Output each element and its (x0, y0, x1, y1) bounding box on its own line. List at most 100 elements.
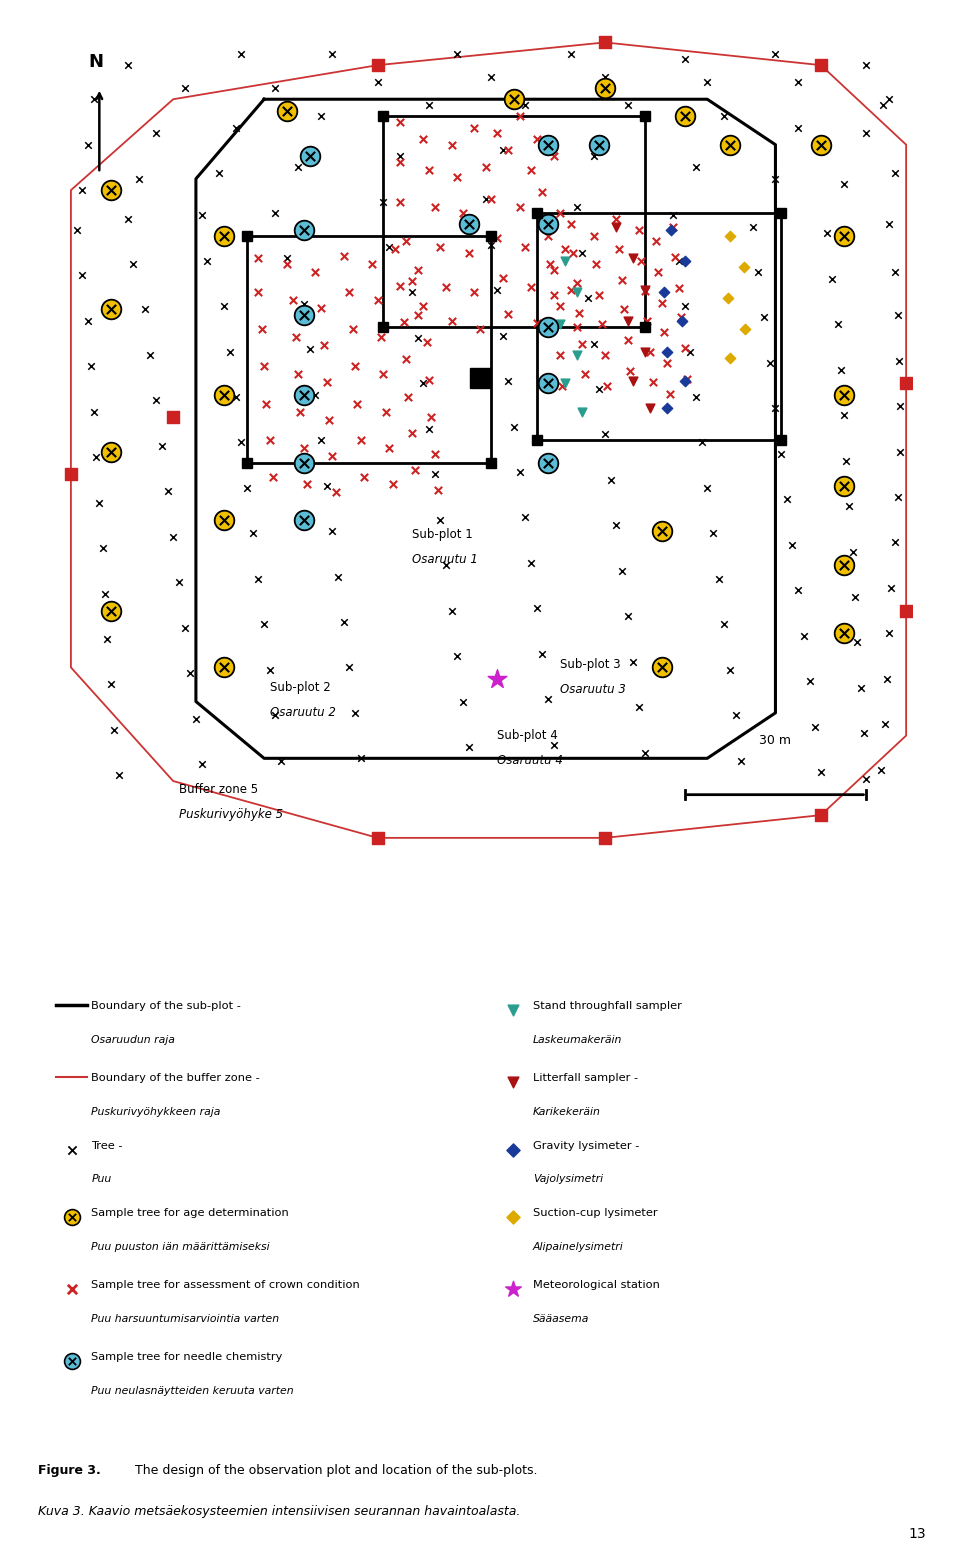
Point (665, 203, 681, 228)
Text: Kuva 3. Kaavio metsäekosysteemien intensiivisen seurannan havaintoalasta.: Kuva 3. Kaavio metsäekosysteemien intens… (38, 1505, 520, 1517)
Point (336, 244, 351, 269)
Point (830, 312, 846, 337)
Point (768, 396, 783, 421)
Point (86, 399, 102, 424)
Point (768, 42, 783, 67)
Point (217, 224, 232, 248)
Point (876, 711, 892, 736)
Point (398, 228, 414, 253)
Text: Osaruutu 4: Osaruutu 4 (497, 753, 563, 767)
Point (501, 138, 516, 163)
Point (410, 303, 425, 328)
Point (423, 405, 439, 430)
Point (720, 286, 735, 311)
Point (620, 309, 636, 334)
Point (398, 346, 414, 371)
Point (609, 207, 624, 231)
Point (600, 373, 615, 398)
Point (490, 225, 505, 250)
Point (825, 267, 840, 292)
Point (842, 494, 857, 519)
Point (577, 362, 592, 387)
Bar (247, 236, 492, 463)
Point (258, 391, 274, 416)
Point (507, 87, 522, 112)
Point (677, 47, 692, 71)
Point (876, 93, 891, 118)
Point (103, 672, 118, 697)
Point (381, 235, 396, 259)
Point (336, 609, 351, 634)
Point (883, 576, 899, 601)
Point (850, 631, 865, 655)
Text: Puskurivyöhyke 5: Puskurivyöhyke 5 (179, 808, 283, 822)
Point (416, 371, 431, 396)
Point (540, 450, 556, 475)
Point (881, 211, 897, 236)
Point (790, 578, 805, 603)
Point (836, 553, 852, 578)
Point (523, 275, 539, 300)
Point (891, 303, 906, 328)
Point (365, 252, 380, 276)
Point (107, 717, 122, 742)
Point (400, 385, 416, 410)
Point (874, 758, 889, 783)
Point (97, 581, 112, 606)
Point (126, 252, 141, 276)
Point (564, 278, 579, 303)
Point (542, 252, 558, 276)
Point (637, 339, 653, 363)
Point (408, 457, 423, 481)
Point (671, 275, 686, 300)
Point (887, 259, 902, 284)
Point (836, 621, 852, 646)
Point (505, 1137, 520, 1162)
Text: Osaruutu 1: Osaruutu 1 (412, 553, 478, 565)
Point (279, 98, 295, 123)
Point (569, 270, 585, 295)
Point (597, 422, 612, 447)
Point (86, 87, 102, 112)
Point (461, 735, 476, 759)
Point (639, 309, 655, 334)
Point (660, 396, 675, 421)
Point (588, 252, 604, 276)
Point (507, 87, 522, 112)
Point (430, 478, 445, 503)
Point (375, 189, 391, 214)
Point (756, 304, 772, 329)
Point (404, 269, 420, 294)
Point (69, 217, 84, 242)
Point (370, 826, 385, 851)
Point (256, 612, 272, 637)
Point (668, 245, 684, 270)
Point (484, 233, 499, 258)
Point (813, 759, 828, 784)
Point (706, 520, 721, 545)
Point (63, 1205, 80, 1230)
Point (564, 42, 579, 67)
Point (182, 660, 198, 685)
Point (297, 508, 312, 533)
Text: 13: 13 (909, 1527, 926, 1541)
Point (120, 207, 135, 231)
Point (467, 115, 482, 140)
Point (103, 598, 118, 623)
Point (449, 42, 465, 67)
Point (317, 332, 332, 357)
Point (597, 64, 612, 89)
Text: Puu neulasnäytteiden keruuta varten: Puu neulasnäytteiden keruuta varten (91, 1385, 294, 1396)
Text: Puu puuston iän määrittämiseksi: Puu puuston iän määrittämiseksi (91, 1242, 270, 1252)
Point (654, 290, 669, 315)
Point (297, 382, 312, 407)
Point (575, 399, 590, 424)
Text: Sample tree for needle chemistry: Sample tree for needle chemistry (91, 1353, 283, 1362)
Point (626, 368, 641, 393)
Point (217, 294, 232, 318)
Point (677, 104, 692, 129)
Point (807, 714, 823, 739)
Point (301, 337, 317, 362)
Point (677, 368, 692, 393)
Point (780, 486, 795, 511)
